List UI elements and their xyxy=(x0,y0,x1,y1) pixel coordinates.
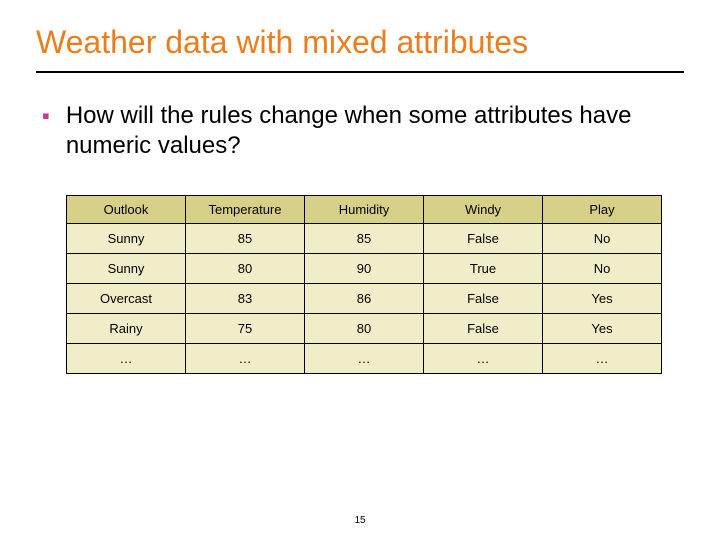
col-play: Play xyxy=(543,195,662,223)
cell: True xyxy=(424,253,543,283)
cell: Yes xyxy=(543,283,662,313)
cell: 80 xyxy=(305,313,424,343)
cell: Overcast xyxy=(67,283,186,313)
table-row: … … … … … xyxy=(67,343,662,373)
weather-table: Outlook Temperature Humidity Windy Play … xyxy=(66,195,662,374)
cell: False xyxy=(424,283,543,313)
cell: Sunny xyxy=(67,223,186,253)
page-title: Weather data with mixed attributes xyxy=(36,24,684,61)
cell: … xyxy=(543,343,662,373)
page-number: 15 xyxy=(0,515,720,526)
cell: 86 xyxy=(305,283,424,313)
cell: No xyxy=(543,223,662,253)
table-row: Overcast 83 86 False Yes xyxy=(67,283,662,313)
cell: Rainy xyxy=(67,313,186,343)
cell: False xyxy=(424,223,543,253)
table-row: Sunny 80 90 True No xyxy=(67,253,662,283)
col-windy: Windy xyxy=(424,195,543,223)
slide: Weather data with mixed attributes ▪ How… xyxy=(0,0,720,540)
table-row: Rainy 75 80 False Yes xyxy=(67,313,662,343)
bullet-square-icon: ▪ xyxy=(42,103,50,129)
cell: … xyxy=(186,343,305,373)
table-row: Sunny 85 85 False No xyxy=(67,223,662,253)
bullet-text: How will the rules change when some attr… xyxy=(66,101,684,161)
cell: Yes xyxy=(543,313,662,343)
cell: No xyxy=(543,253,662,283)
cell: … xyxy=(67,343,186,373)
title-underline xyxy=(36,71,684,73)
cell: 75 xyxy=(186,313,305,343)
cell: 85 xyxy=(305,223,424,253)
cell: 83 xyxy=(186,283,305,313)
col-temperature: Temperature xyxy=(186,195,305,223)
cell: … xyxy=(305,343,424,373)
cell: False xyxy=(424,313,543,343)
cell: 80 xyxy=(186,253,305,283)
cell: Sunny xyxy=(67,253,186,283)
cell: 85 xyxy=(186,223,305,253)
col-humidity: Humidity xyxy=(305,195,424,223)
cell: … xyxy=(424,343,543,373)
data-table-container: Outlook Temperature Humidity Windy Play … xyxy=(36,195,684,374)
bullet-item: ▪ How will the rules change when some at… xyxy=(36,101,684,161)
col-outlook: Outlook xyxy=(67,195,186,223)
cell: 90 xyxy=(305,253,424,283)
table-header-row: Outlook Temperature Humidity Windy Play xyxy=(67,195,662,223)
